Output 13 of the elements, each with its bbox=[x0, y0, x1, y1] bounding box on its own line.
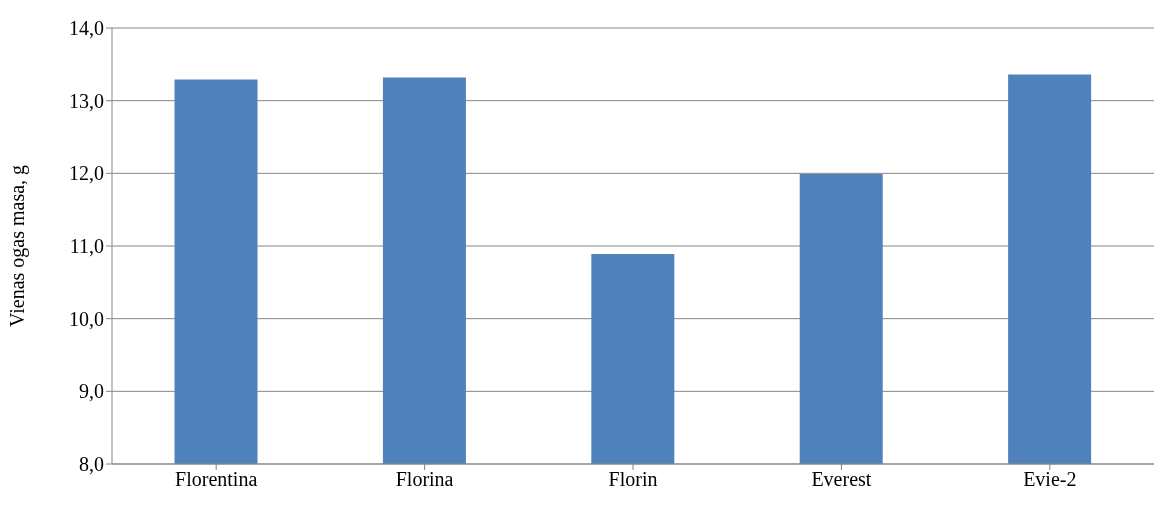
x-tick-label: Everest bbox=[811, 468, 872, 491]
x-tick-label: Florina bbox=[395, 468, 454, 491]
y-tick-label: 10,0 bbox=[69, 307, 104, 330]
x-tick-label: Evie-2 bbox=[1023, 468, 1077, 491]
y-tick-label: 13,0 bbox=[69, 89, 104, 112]
x-tick-label: Florentina bbox=[175, 468, 258, 491]
y-tick-label: 14,0 bbox=[69, 17, 104, 40]
y-tick-label: 11,0 bbox=[69, 235, 104, 258]
y-tick-label: 9,0 bbox=[79, 380, 104, 403]
y-axis-title: Vienas ogas masa, g bbox=[6, 164, 30, 328]
x-tick-label: Florin bbox=[608, 468, 658, 491]
y-tick-label: 8,0 bbox=[79, 453, 104, 476]
y-tick-label: 12,0 bbox=[69, 162, 104, 185]
